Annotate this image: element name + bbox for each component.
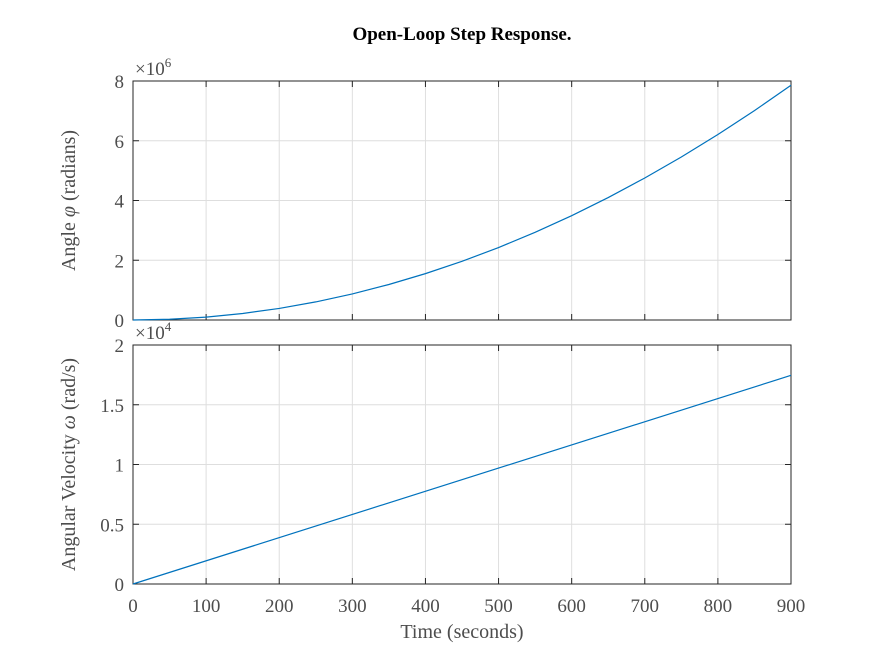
x-tick-label: 600	[557, 596, 586, 617]
x-axis-label: Time (seconds)	[400, 621, 523, 643]
x-tick-label: 300	[338, 596, 367, 617]
y-tick-label: 0	[115, 575, 125, 596]
axes-box	[132, 80, 792, 321]
y-axis-label: Angle φ (radians)	[58, 130, 80, 271]
x-tick-label: 800	[704, 596, 733, 617]
x-tick-label: 500	[484, 596, 513, 617]
y-tick-label: 1.5	[100, 396, 124, 417]
y-tick-label: 6	[115, 132, 125, 153]
y-tick-label: 2	[115, 336, 125, 357]
subplot-angular-velocity: 0 0.5 1 1.5 2 0 100 200 300 400 500 600 700 800 900 ×10…	[58, 319, 805, 643]
x-tick-label: 200	[265, 596, 294, 617]
y-tick-label: 0	[115, 311, 125, 332]
y-tick-label: 8	[115, 72, 125, 93]
exponent-label: ×104	[135, 319, 172, 344]
y-axis-label: Angular Velocity ω (rad/s)	[58, 358, 80, 571]
x-tick-label: 100	[192, 596, 221, 617]
x-tick-label: 900	[777, 596, 806, 617]
x-tick-label: 700	[631, 596, 660, 617]
y-tick-label: 2	[115, 251, 125, 272]
chart-title: Open-Loop Step Response.	[352, 24, 571, 45]
exponent-label: ×106	[135, 55, 172, 80]
y-tick-label: 4	[115, 192, 125, 213]
axes-box	[132, 344, 792, 585]
x-tick-label: 0	[128, 596, 138, 617]
x-tick-label: 400	[411, 596, 440, 617]
y-tick-label: 1	[115, 456, 125, 477]
subplot-angle: 0 2 4 6 8 ×106 Angle φ (radians)	[58, 55, 792, 332]
series-line	[132, 374, 792, 585]
y-tick-label: 0.5	[100, 515, 124, 536]
